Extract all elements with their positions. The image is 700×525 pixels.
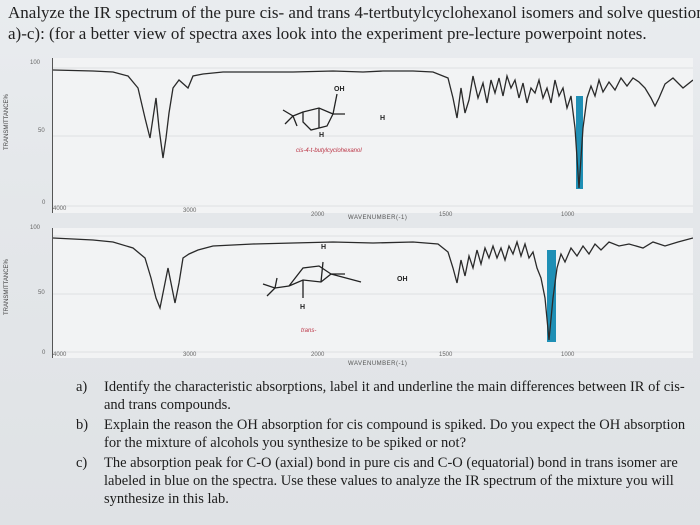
cis-compound-label: cis-4-t-butylcyclohexanol [296,148,362,154]
spectrum1-y-top: 100 [30,60,41,66]
question-c-text: The absorption peak for C-O (axial) bond… [104,455,678,507]
trans-h-bottom-label: H [300,304,306,311]
spectrum2-x-tick-1500: 1500 [439,352,453,358]
trans-h-top-label: H [321,244,327,251]
spectrum2-y-top: 100 [30,225,41,231]
spectrum2-y-mid: 50 [38,290,45,296]
question-list: a) Identify the characteristic absorptio… [76,378,696,508]
cis-spectrum-trace [53,69,693,189]
spectrum2-x-tick-2000: 2000 [311,352,325,358]
question-b-letter: b) [76,417,89,433]
question-a-text: Identify the characteristic absorptions,… [104,379,685,413]
spectrum1-x-tick-1500: 1500 [439,212,453,218]
spectrum2-x-tick-3000: 3000 [183,352,197,358]
spectrum1-x-tick-2000: 2000 [311,212,325,218]
instruction-line-1: Analyze the IR spectrum of the pure cis-… [8,3,700,22]
question-a: a) Identify the characteristic absorptio… [76,378,696,414]
spectrum1-y-axis-label: TRANSMITTANCE% [4,94,10,150]
cis-co-axial-highlight [576,96,583,189]
cis-oh-label: OH [334,86,345,93]
trans-compound-label: trans- [301,328,317,334]
spectrum1-x-tick-4000: 4000 [53,206,67,212]
trans-co-equatorial-highlight [547,250,556,342]
instruction-line-2: a)-c): (for a better view of spectra axe… [8,24,647,43]
cis-spectrum-plot [53,67,693,207]
question-b: b) Explain the reason the OH absorption … [76,416,696,452]
question-c-letter: c) [76,455,88,471]
spectrum1-y-zero: 0 [42,200,46,206]
spectrum1-x-tick-1000: 1000 [561,212,575,218]
spectrum2-y-zero: 0 [42,350,46,356]
cis-molecule-structure [282,93,345,131]
spectrum1-x-tick-3000: 3000 [183,208,197,214]
cis-h-right-label: H [380,115,386,122]
trans-oh-label: OH [397,276,408,283]
cis-h-bottom-label: H [319,132,325,139]
question-b-text: Explain the reason the OH absorption for… [104,417,686,451]
trans-molecule-structure [262,261,362,298]
trans-spectrum-plot [53,235,693,353]
spectrum2-x-tick-4000: 4000 [53,352,67,358]
trans-ir-spectrum: H OH H trans- 4000 3000 2000 1500 1000 [52,228,693,358]
spectrum1-y-mid: 50 [38,128,45,134]
spectrum2-y-axis-label: TRANSMITTANCE% [4,259,10,315]
question-c: c) The absorption peak for C-O (axial) b… [76,454,696,508]
question-a-letter: a) [76,379,88,395]
spectrum2-x-tick-1000: 1000 [561,352,575,358]
cis-ir-spectrum: OH H H cis-4-t-butylcyclohexanol 4000 30… [52,58,693,218]
spectrum1-x-axis-label: WAVENUMBER(-1) [348,215,408,221]
spectrum2-x-axis-label: WAVENUMBER(-1) [348,361,408,367]
trans-spectrum-trace [53,237,693,341]
